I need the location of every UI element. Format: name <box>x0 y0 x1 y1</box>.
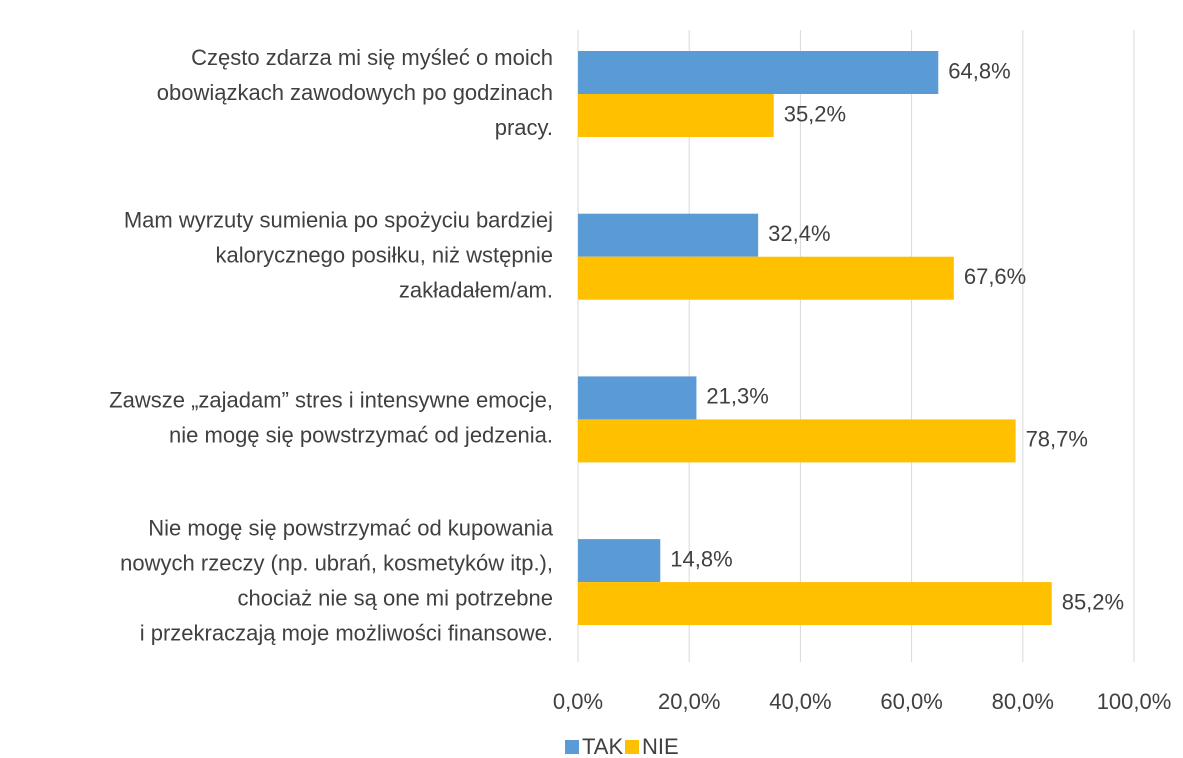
bar <box>578 376 697 420</box>
x-tick-label: 40,0% <box>769 689 831 714</box>
category-label: Często zdarza mi się myśleć o moich <box>191 45 553 70</box>
value-label: 64,8% <box>948 58 1010 83</box>
value-label: 21,3% <box>706 384 768 409</box>
bar <box>578 582 1052 626</box>
category-label: zakładałem/am. <box>399 278 553 303</box>
x-tick-label: 20,0% <box>658 689 720 714</box>
category-label: i przekraczają moje możliwości finansowe… <box>140 620 553 645</box>
value-label: 67,6% <box>964 264 1026 289</box>
bar <box>578 419 1016 463</box>
bar <box>578 539 661 583</box>
x-tick-label: 80,0% <box>992 689 1054 714</box>
legend-label: TAK <box>582 734 623 758</box>
category-label: chociaż nie są one mi potrzebne <box>237 585 553 610</box>
value-label: 32,4% <box>768 221 830 246</box>
value-label: 14,8% <box>670 546 732 571</box>
category-label: nowych rzeczy (np. ubrań, kosmetyków itp… <box>120 550 553 575</box>
bar <box>578 213 759 257</box>
category-label: Mam wyrzuty sumienia po spożyciu bardzie… <box>124 208 553 233</box>
category-label: Zawsze „zajadam” stres i intensywne emoc… <box>109 388 553 413</box>
legend-swatch <box>565 740 579 754</box>
value-label: 85,2% <box>1062 589 1124 614</box>
value-label: 78,7% <box>1026 427 1088 452</box>
legend-label: NIE <box>642 734 679 758</box>
category-label: Nie mogę się powstrzymać od kupowania <box>148 515 554 540</box>
category-label: obowiązkach zawodowych po godzinach <box>157 80 553 105</box>
x-tick-label: 100,0% <box>1097 689 1172 714</box>
category-label: kalorycznego posiłku, niż wstępnie <box>215 243 553 268</box>
legend-swatch <box>625 740 639 754</box>
category-label: pracy. <box>495 115 553 140</box>
bar <box>578 94 774 137</box>
value-label: 35,2% <box>784 101 846 126</box>
bar <box>578 51 939 94</box>
x-tick-label: 60,0% <box>880 689 942 714</box>
x-tick-label: 0,0% <box>553 689 603 714</box>
category-label: nie mogę się powstrzymać od jedzenia. <box>169 423 553 448</box>
bar <box>578 256 954 300</box>
